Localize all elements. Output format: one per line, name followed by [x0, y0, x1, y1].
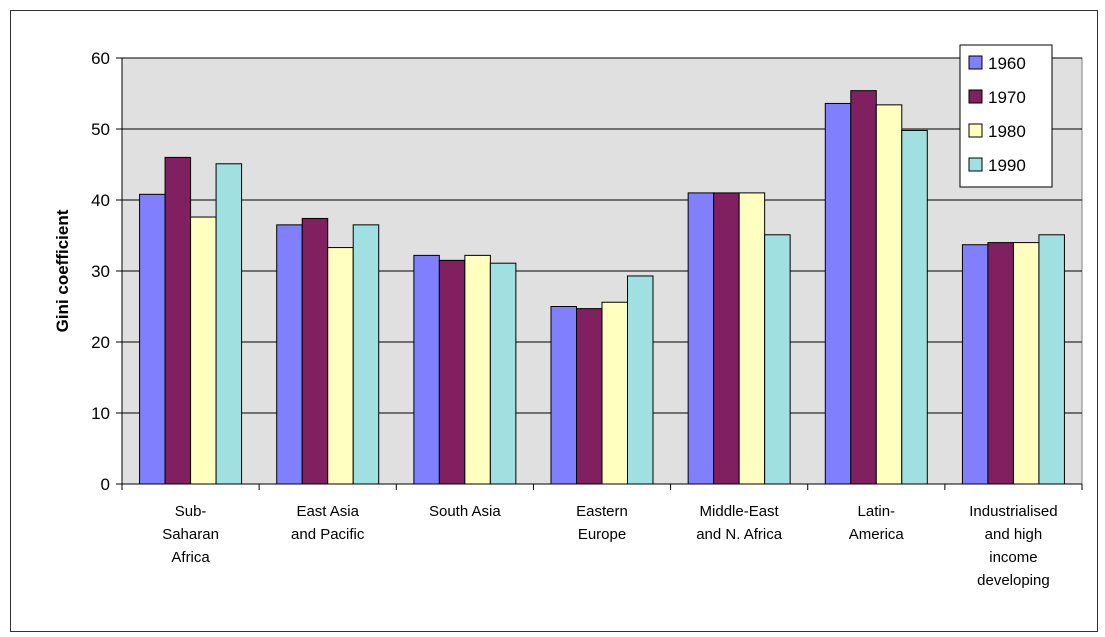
- x-category-label: Eastern Europe: [576, 503, 628, 543]
- bar: [1038, 234, 1065, 485]
- bar: [601, 301, 628, 485]
- legend-label: 1990: [988, 156, 1026, 175]
- x-category-label: East Asia and Pacific: [291, 503, 365, 543]
- bar: [276, 224, 303, 485]
- y-tick-label: 60: [91, 49, 110, 68]
- bar: [352, 224, 380, 485]
- y-tick-label: 20: [91, 333, 110, 352]
- bar: [139, 193, 166, 485]
- bar: [901, 129, 928, 485]
- x-category-label: Latin-America: [849, 503, 905, 543]
- y-axis: 0 10 20 30 40 50 60: [91, 49, 123, 494]
- bar: [301, 217, 329, 485]
- bar: [987, 242, 1014, 485]
- bar: [875, 104, 903, 485]
- bar: [464, 254, 491, 485]
- y-tick-label: 40: [91, 191, 110, 210]
- bar: [164, 156, 192, 485]
- y-tick-label: 10: [91, 404, 110, 423]
- legend-swatch: [968, 123, 983, 138]
- bar: [190, 216, 217, 485]
- bar: [438, 259, 466, 485]
- x-category-label: Sub-Saharan Africa: [162, 503, 219, 566]
- bar: [215, 163, 243, 485]
- y-tick-label: 30: [91, 262, 110, 281]
- y-tick-label: 50: [91, 120, 110, 139]
- legend-swatch: [968, 157, 983, 172]
- bars: [139, 90, 1065, 485]
- x-category-label: Industrialised and high income developing: [969, 503, 1057, 589]
- bar: [738, 192, 766, 485]
- bar: [327, 247, 354, 485]
- legend-label: 1980: [988, 122, 1026, 141]
- bar: [764, 234, 791, 485]
- bar: [713, 192, 740, 485]
- legend-swatch: [968, 55, 983, 70]
- bar: [824, 102, 852, 485]
- bar: [687, 192, 715, 485]
- x-category-label: South Asia: [429, 503, 501, 520]
- bar: [550, 306, 577, 485]
- legend-label: 1960: [988, 54, 1026, 73]
- bar: [489, 262, 517, 485]
- legend-swatch: [968, 89, 983, 104]
- bar: [576, 308, 603, 485]
- legend: 1960 1970 1980 1990: [959, 44, 1053, 188]
- bar: [1012, 242, 1040, 485]
- x-category-label: Middle-East and N. Africa: [696, 503, 783, 543]
- bar: [627, 275, 654, 485]
- y-tick-label: 0: [101, 475, 110, 494]
- bar: [850, 90, 877, 485]
- legend-label: 1970: [988, 88, 1026, 107]
- x-axis: Sub-Saharan Africa East Asia and Pacific Sou…: [121, 483, 1083, 589]
- y-axis-label: Gini coefficient: [53, 209, 72, 332]
- bar: [961, 244, 989, 485]
- bar: [413, 254, 440, 485]
